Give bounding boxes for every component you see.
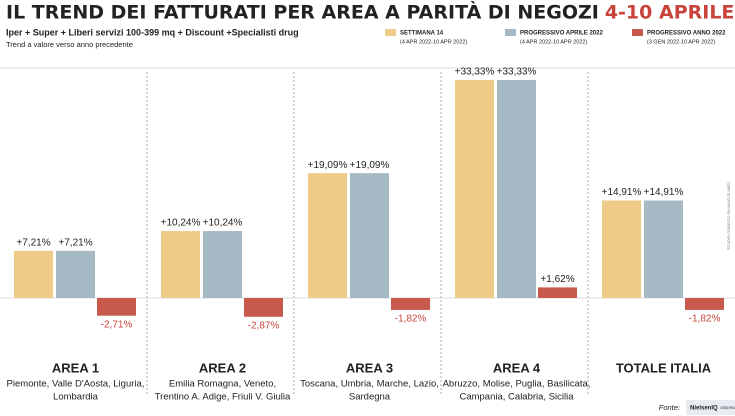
value-label: -1,82%: [689, 314, 721, 325]
category-description: Campania, Calabria, Sicilia: [459, 392, 574, 403]
value-label: +19,09%: [350, 160, 390, 171]
value-label: +7,21%: [58, 237, 92, 248]
subtitle2: Trend a valore verso anno precedente: [6, 40, 133, 49]
value-label: +7,21%: [16, 237, 50, 248]
value-label: -1,82%: [395, 314, 427, 325]
value-label: +10,24%: [161, 218, 201, 229]
legend-period: (4 APR 2022-10 APR 2022): [400, 39, 467, 45]
logo-bg: [686, 400, 735, 415]
source: OSSERVA ITALIA: [720, 406, 735, 410]
category-description: Toscana, Umbria, Marche, Lazio,: [300, 379, 439, 390]
bar: [685, 298, 724, 310]
value-label: +33,33%: [497, 67, 537, 78]
value-label: +33,33%: [455, 67, 495, 78]
bar: [97, 298, 136, 316]
category-description: Abruzzo, Molise, Puglia, Basilicata,: [443, 379, 591, 390]
bar: [56, 250, 95, 298]
value-label: +14,91%: [602, 187, 642, 198]
bar: [455, 80, 494, 299]
bar: [350, 173, 389, 298]
category-label: TOTALE ITALIA: [616, 360, 712, 375]
bar: [244, 298, 283, 317]
legend-swatch: [632, 29, 643, 36]
legend-label: PROGRESSIVO APRILE 2022: [520, 31, 603, 37]
bar: [391, 298, 430, 310]
bar: [203, 231, 242, 298]
category-description: Piemonte, Valle D'Aosta, Liguria,: [7, 379, 145, 390]
legend-period: (3 GEN 2022-10 APR 2022): [647, 39, 715, 45]
category-label: AREA 2: [199, 360, 246, 375]
value-label: +1,62%: [540, 274, 574, 285]
bar: [644, 200, 683, 298]
credit: STUDIO GRAFICO SILVANO DI MEO: [726, 182, 731, 250]
bar: [497, 80, 536, 299]
value-label: -2,87%: [248, 320, 280, 331]
legend-label: SETTIMANA 14: [400, 31, 444, 37]
bar: [14, 250, 53, 298]
bar: [308, 173, 347, 298]
value-label: +10,24%: [203, 218, 243, 229]
title-highlight: 4-10 APRILE 2022: [605, 2, 735, 24]
value-label: +14,91%: [644, 187, 684, 198]
category-label: AREA 1: [52, 360, 99, 375]
value-label: -2,71%: [101, 319, 133, 330]
bar: [602, 200, 641, 298]
category-label: AREA 4: [493, 360, 541, 375]
category-description: Trentino A. Adige, Friuli V. Giulia: [155, 392, 291, 403]
category-description: Lombardia: [53, 392, 99, 403]
category-label: AREA 3: [346, 360, 393, 375]
source-label: Fonte:: [659, 403, 680, 412]
value-label: +19,09%: [308, 160, 348, 171]
legend-swatch: [385, 29, 396, 36]
legend-label: PROGRESSIVO ANNO 2022: [647, 31, 726, 37]
chart-title: IL TREND DEI FATTURATI PER AREA A PARITÀ…: [6, 1, 599, 24]
bar: [538, 287, 577, 298]
bar: [161, 231, 200, 298]
category-description: Sardegna: [349, 392, 391, 403]
source: NielsenIQ: [690, 406, 718, 412]
legend-swatch: [505, 29, 516, 36]
subtitle: Iper + Super + Liberi servizi 100-399 mq…: [6, 27, 299, 37]
legend-period: (4 APR 2022-10 APR 2022): [520, 39, 587, 45]
category-description: Emilia Romagna, Veneto,: [169, 379, 276, 390]
